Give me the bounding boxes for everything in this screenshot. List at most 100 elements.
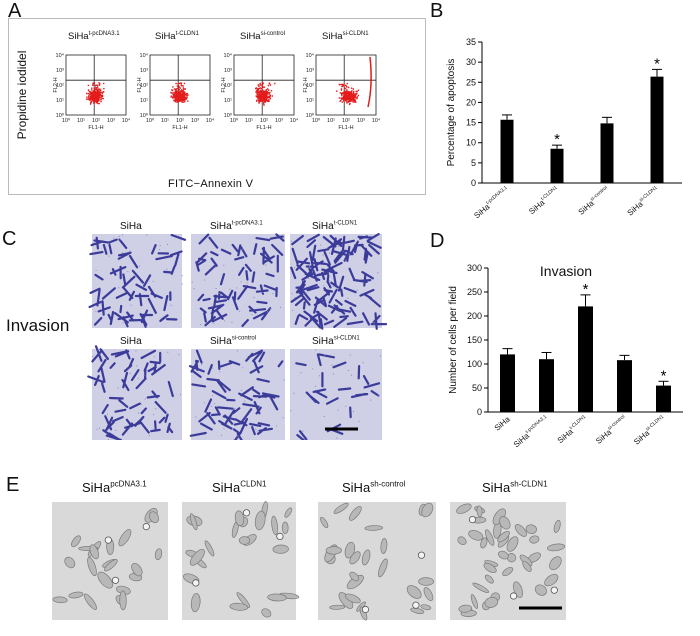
- cell: [506, 553, 517, 563]
- cell: [254, 510, 266, 531]
- flow-title-1: SiHat-pcDNA3.1: [68, 30, 120, 42]
- morphology-image-3: [318, 502, 436, 621]
- rounded-cell: [412, 601, 420, 609]
- cell: [104, 559, 118, 572]
- flow-title-4: SiHasi-CLDN1: [322, 30, 369, 42]
- y-tick-label: 5: [471, 158, 476, 168]
- flow-xtick-label: 10²: [176, 118, 184, 124]
- rounded-cell: [361, 605, 370, 614]
- cell: [238, 536, 251, 545]
- flow-events-edge: [367, 56, 372, 108]
- rounded-cell: [550, 586, 558, 594]
- cell: [71, 535, 81, 548]
- y-tick-label: 15: [466, 118, 476, 128]
- flow-cytometry-frame: [8, 18, 426, 195]
- flow-axis-y-label: FL2-H: [303, 77, 309, 92]
- morphology-image-4: [450, 502, 566, 620]
- cell: [498, 550, 509, 560]
- invasion-side-label: Invasion: [6, 316, 70, 335]
- cell: [148, 511, 160, 524]
- y-tick-label: 250: [467, 287, 482, 297]
- flow-events: [85, 82, 105, 105]
- cell: [204, 540, 215, 557]
- cell: [190, 593, 201, 613]
- flow-ytick-label: 10⁰: [140, 112, 149, 119]
- flow-ytick-label: 10¹: [306, 98, 314, 104]
- cell: [325, 546, 342, 555]
- invaded-cells: [290, 233, 388, 330]
- membrane-background: [92, 234, 182, 328]
- flow-ytick-label: 10³: [224, 68, 232, 74]
- cell: [544, 573, 559, 587]
- cell: [320, 516, 329, 529]
- y-tick-label: 50: [472, 383, 482, 393]
- cell: [534, 584, 547, 596]
- cell: [420, 604, 432, 611]
- cell: [502, 566, 514, 577]
- invasion-top-title-2: SiHat-pcDNA3.1: [210, 220, 263, 232]
- flow-axis-x-label: FL1-H: [88, 125, 103, 131]
- significance-marker: *: [661, 367, 667, 384]
- cell: [468, 530, 484, 541]
- morph-title-2: SiHaCLDN1: [212, 479, 267, 495]
- flow-ytick-label: 10³: [306, 68, 314, 74]
- flow-plot-frame: [149, 54, 211, 116]
- bar-1: [500, 119, 514, 183]
- cell: [483, 562, 497, 573]
- cell: [87, 556, 97, 577]
- cell: [406, 585, 422, 599]
- flow-plot-frame: [315, 54, 377, 116]
- flow-axis-x-label: FL1-H: [172, 125, 187, 131]
- morph-title-4: SiHash-CLDN1: [482, 479, 548, 495]
- invasion-image-1: [88, 233, 187, 328]
- flow-xtick-label: 10³: [357, 118, 365, 124]
- panel-label-d: D: [430, 230, 445, 252]
- y-tick-label: 150: [467, 335, 482, 345]
- rounded-cell: [417, 551, 426, 559]
- bar-2: [539, 359, 554, 412]
- cell: [118, 529, 132, 547]
- cell: [514, 524, 527, 537]
- cell: [349, 571, 360, 582]
- invasion-top-title-3: SiHat-CLDN1: [312, 220, 358, 232]
- cell: [361, 549, 371, 566]
- y-tick-label: 35: [466, 37, 476, 47]
- cell: [458, 604, 473, 613]
- flow-xtick-label: 10³: [107, 118, 115, 124]
- rounded-cell: [111, 576, 120, 584]
- bar-3: [578, 306, 593, 412]
- flow-xtick-label: 10¹: [327, 118, 335, 124]
- flow-axis-y-label: FL2-H: [137, 77, 143, 92]
- y-tick-label: 100: [467, 359, 482, 369]
- flow-ytick-label: 10²: [140, 83, 148, 89]
- flow-plot-frame: [65, 54, 127, 116]
- panel-label-b: B: [430, 0, 444, 22]
- panel-label-e: E: [6, 474, 20, 496]
- cell: [64, 556, 76, 569]
- rounded-cell: [468, 515, 477, 524]
- rounded-cell: [104, 536, 112, 544]
- flow-xtick-label: 10¹: [245, 118, 253, 124]
- flow-axis-y-label: FL2-H: [53, 77, 59, 92]
- cell: [271, 515, 278, 536]
- flow-ylabel: Propidine iodidel: [15, 51, 29, 140]
- y-tick-label: 300: [467, 263, 482, 273]
- flow-ytick-label: 10⁰: [224, 112, 233, 119]
- cell: [284, 507, 293, 518]
- cell: [52, 596, 68, 604]
- cell: [83, 593, 98, 610]
- y-tick-label: 30: [466, 57, 476, 67]
- flow-xtick-label: 10¹: [161, 118, 169, 124]
- flow-ytick-label: 10⁴: [56, 52, 65, 59]
- cell: [418, 577, 434, 586]
- morphology-image-1: [52, 502, 168, 620]
- chart-title: Invasion: [540, 263, 592, 279]
- rounded-cell: [142, 522, 150, 531]
- cell: [344, 541, 356, 559]
- cell: [131, 562, 143, 577]
- flow-title-3: SiHasi-control: [240, 30, 285, 42]
- cell: [497, 530, 510, 543]
- bar-1: [500, 354, 515, 412]
